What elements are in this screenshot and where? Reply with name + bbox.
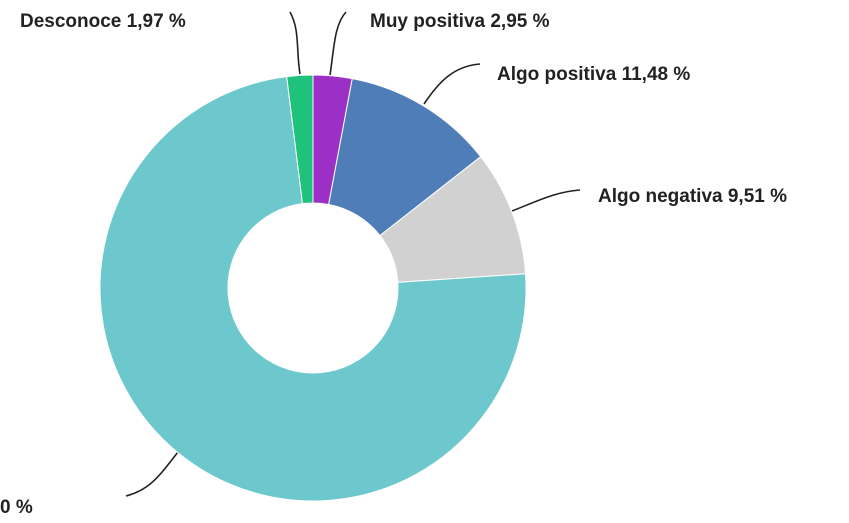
donut-slice — [99, 76, 527, 502]
donut-slice — [328, 78, 482, 237]
value-label: 2,95 % — [490, 11, 549, 32]
category-name: Muy positiva — [370, 11, 486, 32]
slice-label: Algo positiva 11,48 % — [497, 64, 690, 85]
slice-label: Desconoce 1,97 % — [20, 11, 186, 32]
leader-line — [423, 63, 481, 105]
leader-line — [511, 189, 581, 212]
category-name: Algo positiva — [497, 64, 617, 85]
value-label: 9,51 % — [728, 186, 787, 207]
value-label: 0 % — [0, 497, 33, 518]
slice-label: Algo negativa 9,51 % — [598, 186, 787, 207]
donut-slice — [286, 74, 314, 205]
category-name: Algo negativa — [598, 186, 723, 207]
value-label: 1,97 % — [127, 11, 186, 32]
leader-line — [125, 451, 179, 497]
slice-label: 0 % — [0, 497, 33, 518]
leader-line — [329, 11, 347, 76]
slice-label: Muy positiva 2,95 % — [370, 11, 550, 32]
value-label: 11,48 % — [622, 64, 691, 85]
category-name: Desconoce — [20, 11, 121, 32]
leader-line — [289, 11, 301, 75]
